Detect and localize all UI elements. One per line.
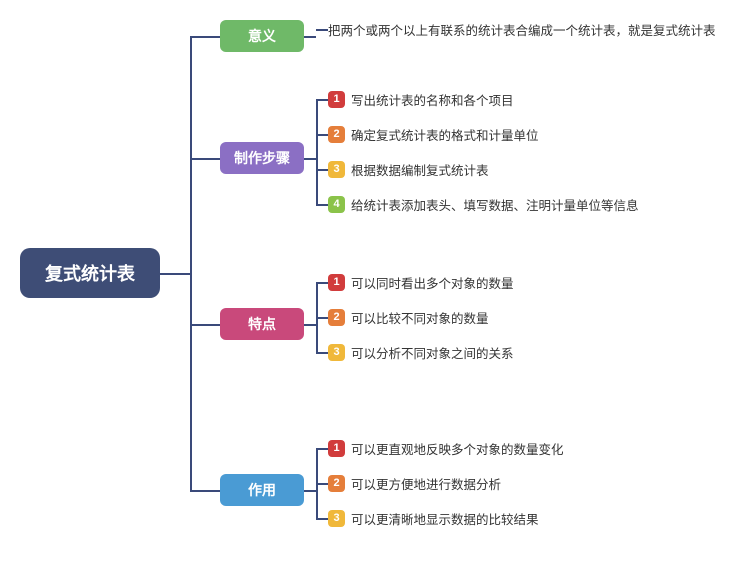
leaf-features-1: 2 可以比较不同对象的数量	[328, 308, 489, 326]
num-badge: 4	[328, 196, 345, 213]
leaf-text: 可以更方便地进行数据分析	[351, 474, 501, 493]
connector	[304, 490, 316, 492]
leaf-text: 把两个或两个以上有联系的统计表合编成一个统计表，就是复式统计表	[328, 20, 716, 39]
leaf-text: 根据数据编制复式统计表	[351, 160, 489, 179]
connector	[316, 483, 328, 485]
branch-steps: 制作步骤	[220, 142, 304, 174]
num-badge: 1	[328, 274, 345, 291]
leaf-text: 确定复式统计表的格式和计量单位	[351, 125, 539, 144]
num-badge: 3	[328, 161, 345, 178]
leaf-text: 可以更直观地反映多个对象的数量变化	[351, 439, 564, 458]
leaf-features-0: 1 可以同时看出多个对象的数量	[328, 273, 514, 291]
num-badge: 2	[328, 126, 345, 143]
leaf-text: 可以比较不同对象的数量	[351, 308, 489, 327]
num-badge: 2	[328, 475, 345, 492]
connector	[316, 317, 328, 319]
leaf-steps-2: 3 根据数据编制复式统计表	[328, 160, 489, 178]
connector	[190, 36, 220, 38]
leaf-steps-0: 1 写出统计表的名称和各个项目	[328, 90, 514, 108]
connector	[316, 99, 318, 206]
connector	[316, 99, 328, 101]
branch-meaning: 意义	[220, 20, 304, 52]
connector	[304, 324, 316, 326]
branch-features: 特点	[220, 308, 304, 340]
leaf-uses-1: 2 可以更方便地进行数据分析	[328, 474, 501, 492]
num-badge: 3	[328, 344, 345, 361]
leaf-features-2: 3 可以分析不同对象之间的关系	[328, 343, 514, 361]
connector	[304, 36, 316, 38]
leaf-text: 可以同时看出多个对象的数量	[351, 273, 514, 292]
leaf-text: 可以更清晰地显示数据的比较结果	[351, 509, 539, 528]
root-node: 复式统计表	[20, 248, 160, 298]
connector	[316, 518, 328, 520]
connector	[160, 273, 190, 275]
connector	[316, 448, 328, 450]
leaf-steps-1: 2 确定复式统计表的格式和计量单位	[328, 125, 539, 143]
leaf-text: 可以分析不同对象之间的关系	[351, 343, 514, 362]
leaf-uses-2: 3 可以更清晰地显示数据的比较结果	[328, 509, 539, 527]
connector	[316, 134, 328, 136]
connector	[190, 158, 220, 160]
num-badge: 1	[328, 440, 345, 457]
leaf-meaning-0: 把两个或两个以上有联系的统计表合编成一个统计表，就是复式统计表	[328, 20, 716, 38]
num-badge: 2	[328, 309, 345, 326]
connector	[316, 352, 328, 354]
connector	[316, 204, 328, 206]
leaf-steps-3: 4 给统计表添加表头、填写数据、注明计量单位等信息	[328, 195, 639, 213]
leaf-uses-0: 1 可以更直观地反映多个对象的数量变化	[328, 439, 564, 457]
connector	[316, 29, 328, 31]
connector	[316, 169, 328, 171]
branch-uses: 作用	[220, 474, 304, 506]
connector	[190, 36, 192, 492]
connector	[304, 158, 316, 160]
num-badge: 1	[328, 91, 345, 108]
connector	[190, 490, 220, 492]
connector	[316, 282, 328, 284]
num-badge: 3	[328, 510, 345, 527]
leaf-text: 给统计表添加表头、填写数据、注明计量单位等信息	[351, 195, 639, 214]
connector	[190, 324, 220, 326]
leaf-text: 写出统计表的名称和各个项目	[351, 90, 514, 109]
